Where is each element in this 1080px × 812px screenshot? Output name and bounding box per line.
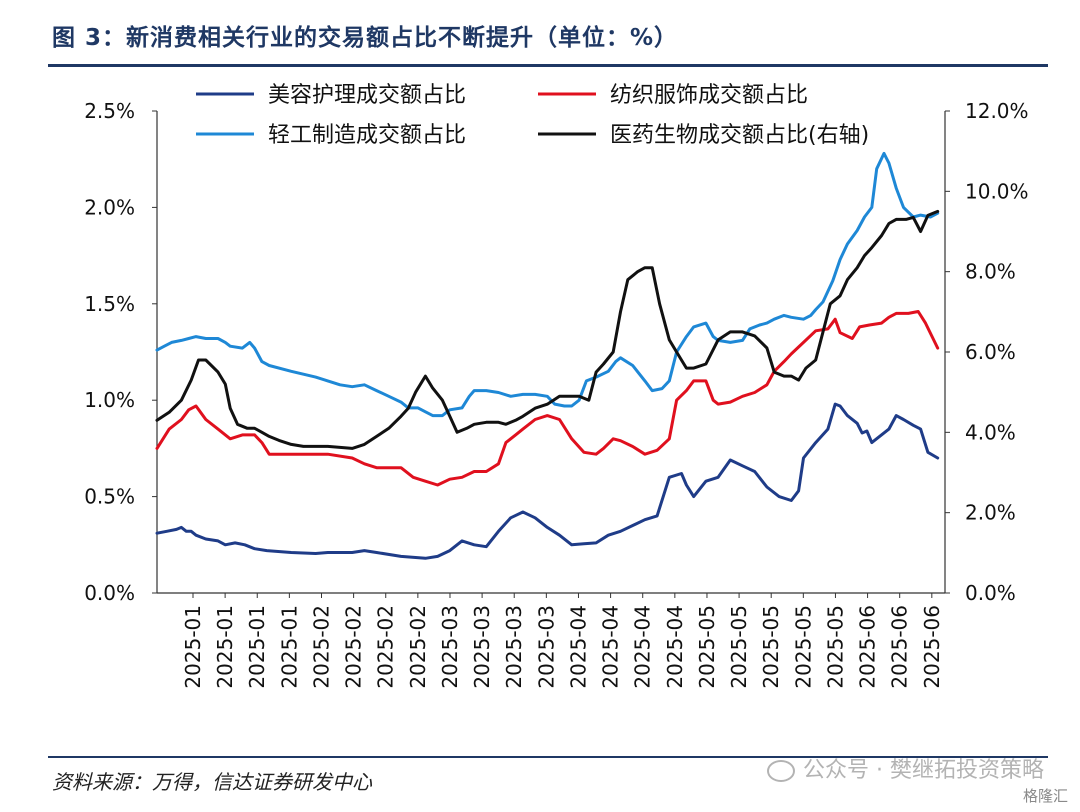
x-tick-label: 2025-01 [213, 605, 237, 689]
left-tick-label: 0.5% [84, 485, 135, 509]
x-tick-label: 2025-06 [888, 605, 912, 689]
legend-label-pharma: 医药生物成交额占比(右轴) [610, 123, 869, 148]
right-tick-label: 12.0% [965, 99, 1029, 123]
corner-logo: 格隆汇 [1022, 787, 1068, 805]
x-tick-label: 2025-05 [727, 605, 751, 689]
x-tick-label: 2025-01 [181, 605, 205, 689]
x-tick-label: 2025-05 [791, 605, 815, 689]
series-lines [155, 151, 940, 560]
wechat-icon [767, 760, 796, 782]
x-tick-label: 2025-05 [695, 605, 719, 689]
series-line-beauty [155, 402, 940, 560]
right-tick-label: 6.0% [965, 340, 1016, 364]
axes: 0.0% 0.5% 1.0% 1.5% 2.0% 2.5% 0.0% 2.0% 4.0% 6.0%… [84, 99, 1028, 689]
x-tick-label: 2025-03 [502, 605, 526, 689]
x-tick-label: 2025-05 [759, 605, 783, 689]
watermark-text: 公众号 · 樊继拓投资策略 [803, 758, 1044, 783]
legend-label-beauty: 美容护理成交额占比 [268, 83, 466, 108]
x-tick-label: 2025-02 [342, 605, 366, 689]
right-tick-label: 0.0% [965, 581, 1016, 605]
x-tick-label: 2025-02 [309, 605, 333, 689]
x-tick-label: 2025-06 [920, 605, 944, 689]
left-tick-label: 1.0% [84, 388, 135, 412]
footer-rule [48, 756, 1048, 758]
series-line-pharma [155, 209, 940, 450]
left-tick-label: 1.5% [84, 292, 135, 316]
legend-label-textile: 纺织服饰成交额占比 [610, 83, 808, 108]
right-tick-label: 4.0% [965, 420, 1016, 444]
right-tick-label: 8.0% [965, 260, 1016, 284]
x-tick-label: 2025-05 [823, 605, 847, 689]
left-tick-label: 2.5% [84, 99, 135, 123]
watermark: 公众号 · 樊继拓投资策略 [767, 752, 1044, 784]
x-tick-label: 2025-02 [406, 605, 430, 689]
x-tick-label: 2025-02 [374, 605, 398, 689]
source-note: 资料来源：万得，信达证券研发中心 [52, 770, 372, 794]
x-tick-label: 2025-01 [277, 605, 301, 689]
x-tick-label: 2025-01 [245, 605, 269, 689]
legend-label-light: 轻工制造成交额占比 [268, 123, 466, 148]
series-line-light [155, 151, 940, 418]
x-tick-label: 2025-04 [631, 605, 655, 689]
x-tick-label: 2025-03 [534, 605, 558, 689]
right-tick-label: 2.0% [965, 501, 1016, 525]
left-tick-label: 0.0% [84, 581, 135, 605]
x-tick-label: 2025-03 [438, 605, 462, 689]
chart-title: 图 3：新消费相关行业的交易额占比不断提升（单位：%） [52, 25, 679, 51]
x-tick-label: 2025-04 [599, 605, 623, 689]
x-tick-label: 2025-04 [663, 605, 687, 689]
x-tick-label: 2025-06 [856, 605, 880, 689]
right-tick-label: 10.0% [965, 179, 1029, 203]
x-tick-label: 2025-03 [470, 605, 494, 689]
left-tick-label: 2.0% [84, 195, 135, 219]
title-rule [48, 64, 1048, 67]
x-tick-label: 2025-04 [566, 605, 590, 689]
series-line-textile [155, 310, 940, 487]
